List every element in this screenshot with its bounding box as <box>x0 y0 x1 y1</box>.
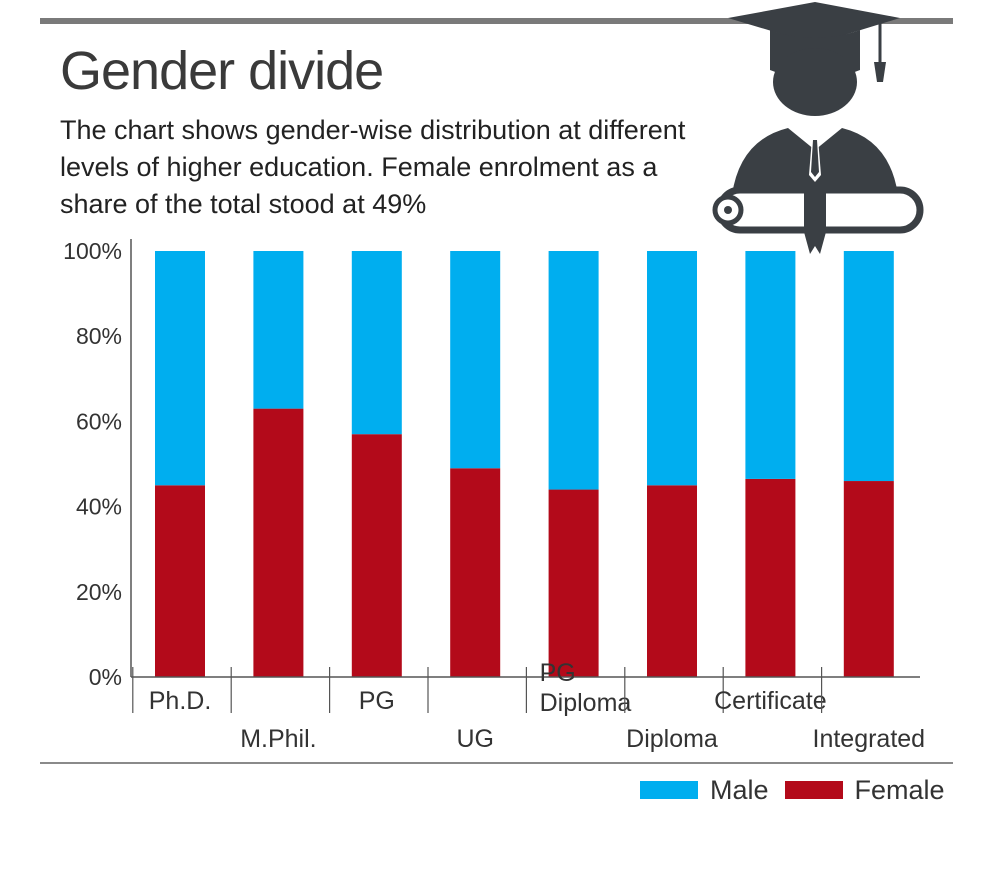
y-tick-label: 0% <box>89 664 122 690</box>
bar-female-pg <box>351 434 402 677</box>
bar-male-phd <box>155 251 205 486</box>
bar-male-certificate <box>745 251 796 479</box>
y-tick-label: 40% <box>76 494 122 520</box>
bar-male-pg-diploma <box>548 251 599 490</box>
y-tick-label: 20% <box>76 579 122 605</box>
graduate-icon <box>712 2 924 254</box>
y-tick-label: 80% <box>76 323 122 349</box>
x-tick-label: PG <box>359 687 395 715</box>
x-tick-label: Integrated <box>813 725 926 753</box>
chart-title: Gender divide <box>60 41 384 101</box>
bar-female-certificate <box>745 478 796 677</box>
bar-female-ug <box>450 468 501 677</box>
legend-swatch-female <box>784 781 843 799</box>
x-tick-label: UG <box>456 725 494 753</box>
bar-male-pg <box>351 251 402 435</box>
x-tick-label: PG Diploma <box>540 659 632 717</box>
bar-female-phd <box>155 485 205 677</box>
bar-male-integrated <box>843 251 894 482</box>
bars <box>155 251 894 677</box>
x-tick-label: Certificate <box>714 687 827 715</box>
x-axis: Ph.D. M.Phil. PG UG PG Diploma Diploma Certific… <box>131 659 925 753</box>
bar-female-pg-diploma <box>548 489 599 677</box>
bar-female-mphil <box>253 408 304 677</box>
y-axis: 0% 20% 40% 60% 80% 100% <box>63 238 132 690</box>
legend-label-female: Female <box>854 774 945 805</box>
y-tick-label: 100% <box>63 238 122 264</box>
bar-male-ug <box>450 251 501 469</box>
x-tick-label: Ph.D. <box>149 687 212 715</box>
legend-swatch-male <box>640 781 698 799</box>
x-tick-label: M.Phil. <box>240 725 316 753</box>
legend-item-male: Male <box>640 775 769 806</box>
bar-female-diploma <box>647 485 697 677</box>
y-tick-label: 60% <box>76 408 122 434</box>
legend-label-male: Male <box>710 774 769 805</box>
bar-female-integrated <box>843 481 894 677</box>
chart-subtitle: The chart shows gender-wise distribution… <box>60 115 686 219</box>
bar-male-mphil <box>253 251 304 409</box>
bar-male-diploma <box>647 251 697 486</box>
legend-item-female: Female <box>784 774 945 806</box>
top-rule <box>40 18 953 24</box>
bottom-rule <box>40 762 953 764</box>
x-tick-label: Diploma <box>626 725 718 753</box>
legend: Male Female <box>640 772 961 808</box>
